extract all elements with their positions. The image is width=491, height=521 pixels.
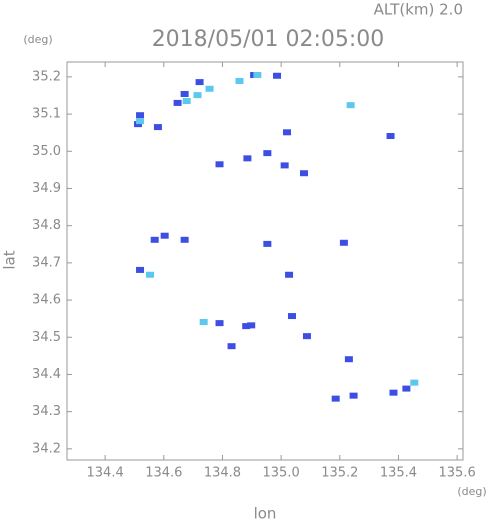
echo-cell: [253, 72, 262, 79]
echo-cell: [346, 102, 355, 109]
echo-cell: [235, 77, 244, 84]
x-tick-label: 134.8: [204, 466, 241, 481]
y-tick-label: 34.6: [32, 293, 61, 308]
echo-cell: [287, 313, 296, 320]
echo-cell: [180, 90, 189, 97]
echo-cell: [136, 112, 145, 119]
echo-cell: [153, 124, 162, 131]
echo-cell: [263, 240, 272, 247]
y-axis-label: lat: [1, 250, 19, 269]
echo-cell: [160, 232, 169, 239]
echo-cell: [389, 389, 398, 396]
echo-cell: [215, 161, 224, 168]
echo-cell: [195, 79, 204, 86]
plot-frame: [66, 61, 464, 461]
y-tick-label: 35.1: [32, 107, 61, 122]
x-tick-label: 135.6: [439, 466, 476, 481]
echo-cell: [182, 98, 191, 105]
echo-cell: [339, 239, 348, 246]
echo-cell: [263, 150, 272, 157]
y-tick-label: 35.0: [32, 144, 61, 159]
echo-cell: [349, 392, 358, 399]
y-unit: (deg): [23, 33, 52, 46]
y-tick-label: 34.2: [32, 441, 61, 456]
y-tick-label: 34.8: [32, 218, 61, 233]
x-tick-label: 134.6: [145, 466, 182, 481]
echo-cell: [402, 385, 411, 392]
echo-cell: [215, 320, 224, 327]
subtitle: ALT(km) 2.0: [374, 1, 463, 19]
echo-cell: [331, 395, 340, 402]
echo-cell: [180, 236, 189, 243]
echo-cell: [243, 155, 252, 162]
x-tick-label: 135.2: [321, 466, 358, 481]
echo-cell: [199, 319, 208, 326]
echo-cell: [136, 266, 145, 273]
echo-cell: [285, 271, 294, 278]
y-tick-label: 34.5: [32, 330, 61, 345]
echo-cell: [302, 333, 311, 340]
y-tick-label: 34.3: [32, 404, 61, 419]
echo-cell: [242, 323, 251, 330]
echo-cell: [227, 343, 236, 350]
echo-cell: [300, 170, 309, 177]
x-tick-label: 135.0: [263, 466, 300, 481]
chart-title: 2018/05/01 02:05:00: [152, 27, 385, 52]
x-unit: (deg): [457, 485, 486, 498]
echo-cell: [280, 162, 289, 169]
x-tick-label: 135.4: [380, 466, 417, 481]
echo-cell: [150, 236, 159, 243]
echo-cell: [205, 85, 214, 92]
echo-cell: [344, 356, 353, 363]
echo-cell: [173, 99, 182, 106]
echo-cell: [283, 129, 291, 136]
y-tick-label: 34.9: [32, 181, 61, 196]
x-axis-label: lon: [254, 505, 277, 521]
y-tick-label: 35.2: [32, 69, 61, 84]
x-tick-label: 134.4: [87, 466, 124, 481]
echo-cell: [193, 92, 202, 99]
echo-cell: [136, 118, 145, 125]
echo-cell: [273, 72, 282, 79]
y-tick-label: 34.4: [32, 367, 61, 382]
echo-cell: [386, 133, 395, 140]
echo-cell: [146, 271, 155, 278]
y-tick-label: 34.7: [32, 255, 61, 270]
echo-cell: [410, 379, 419, 386]
echo-cell: [247, 322, 256, 329]
